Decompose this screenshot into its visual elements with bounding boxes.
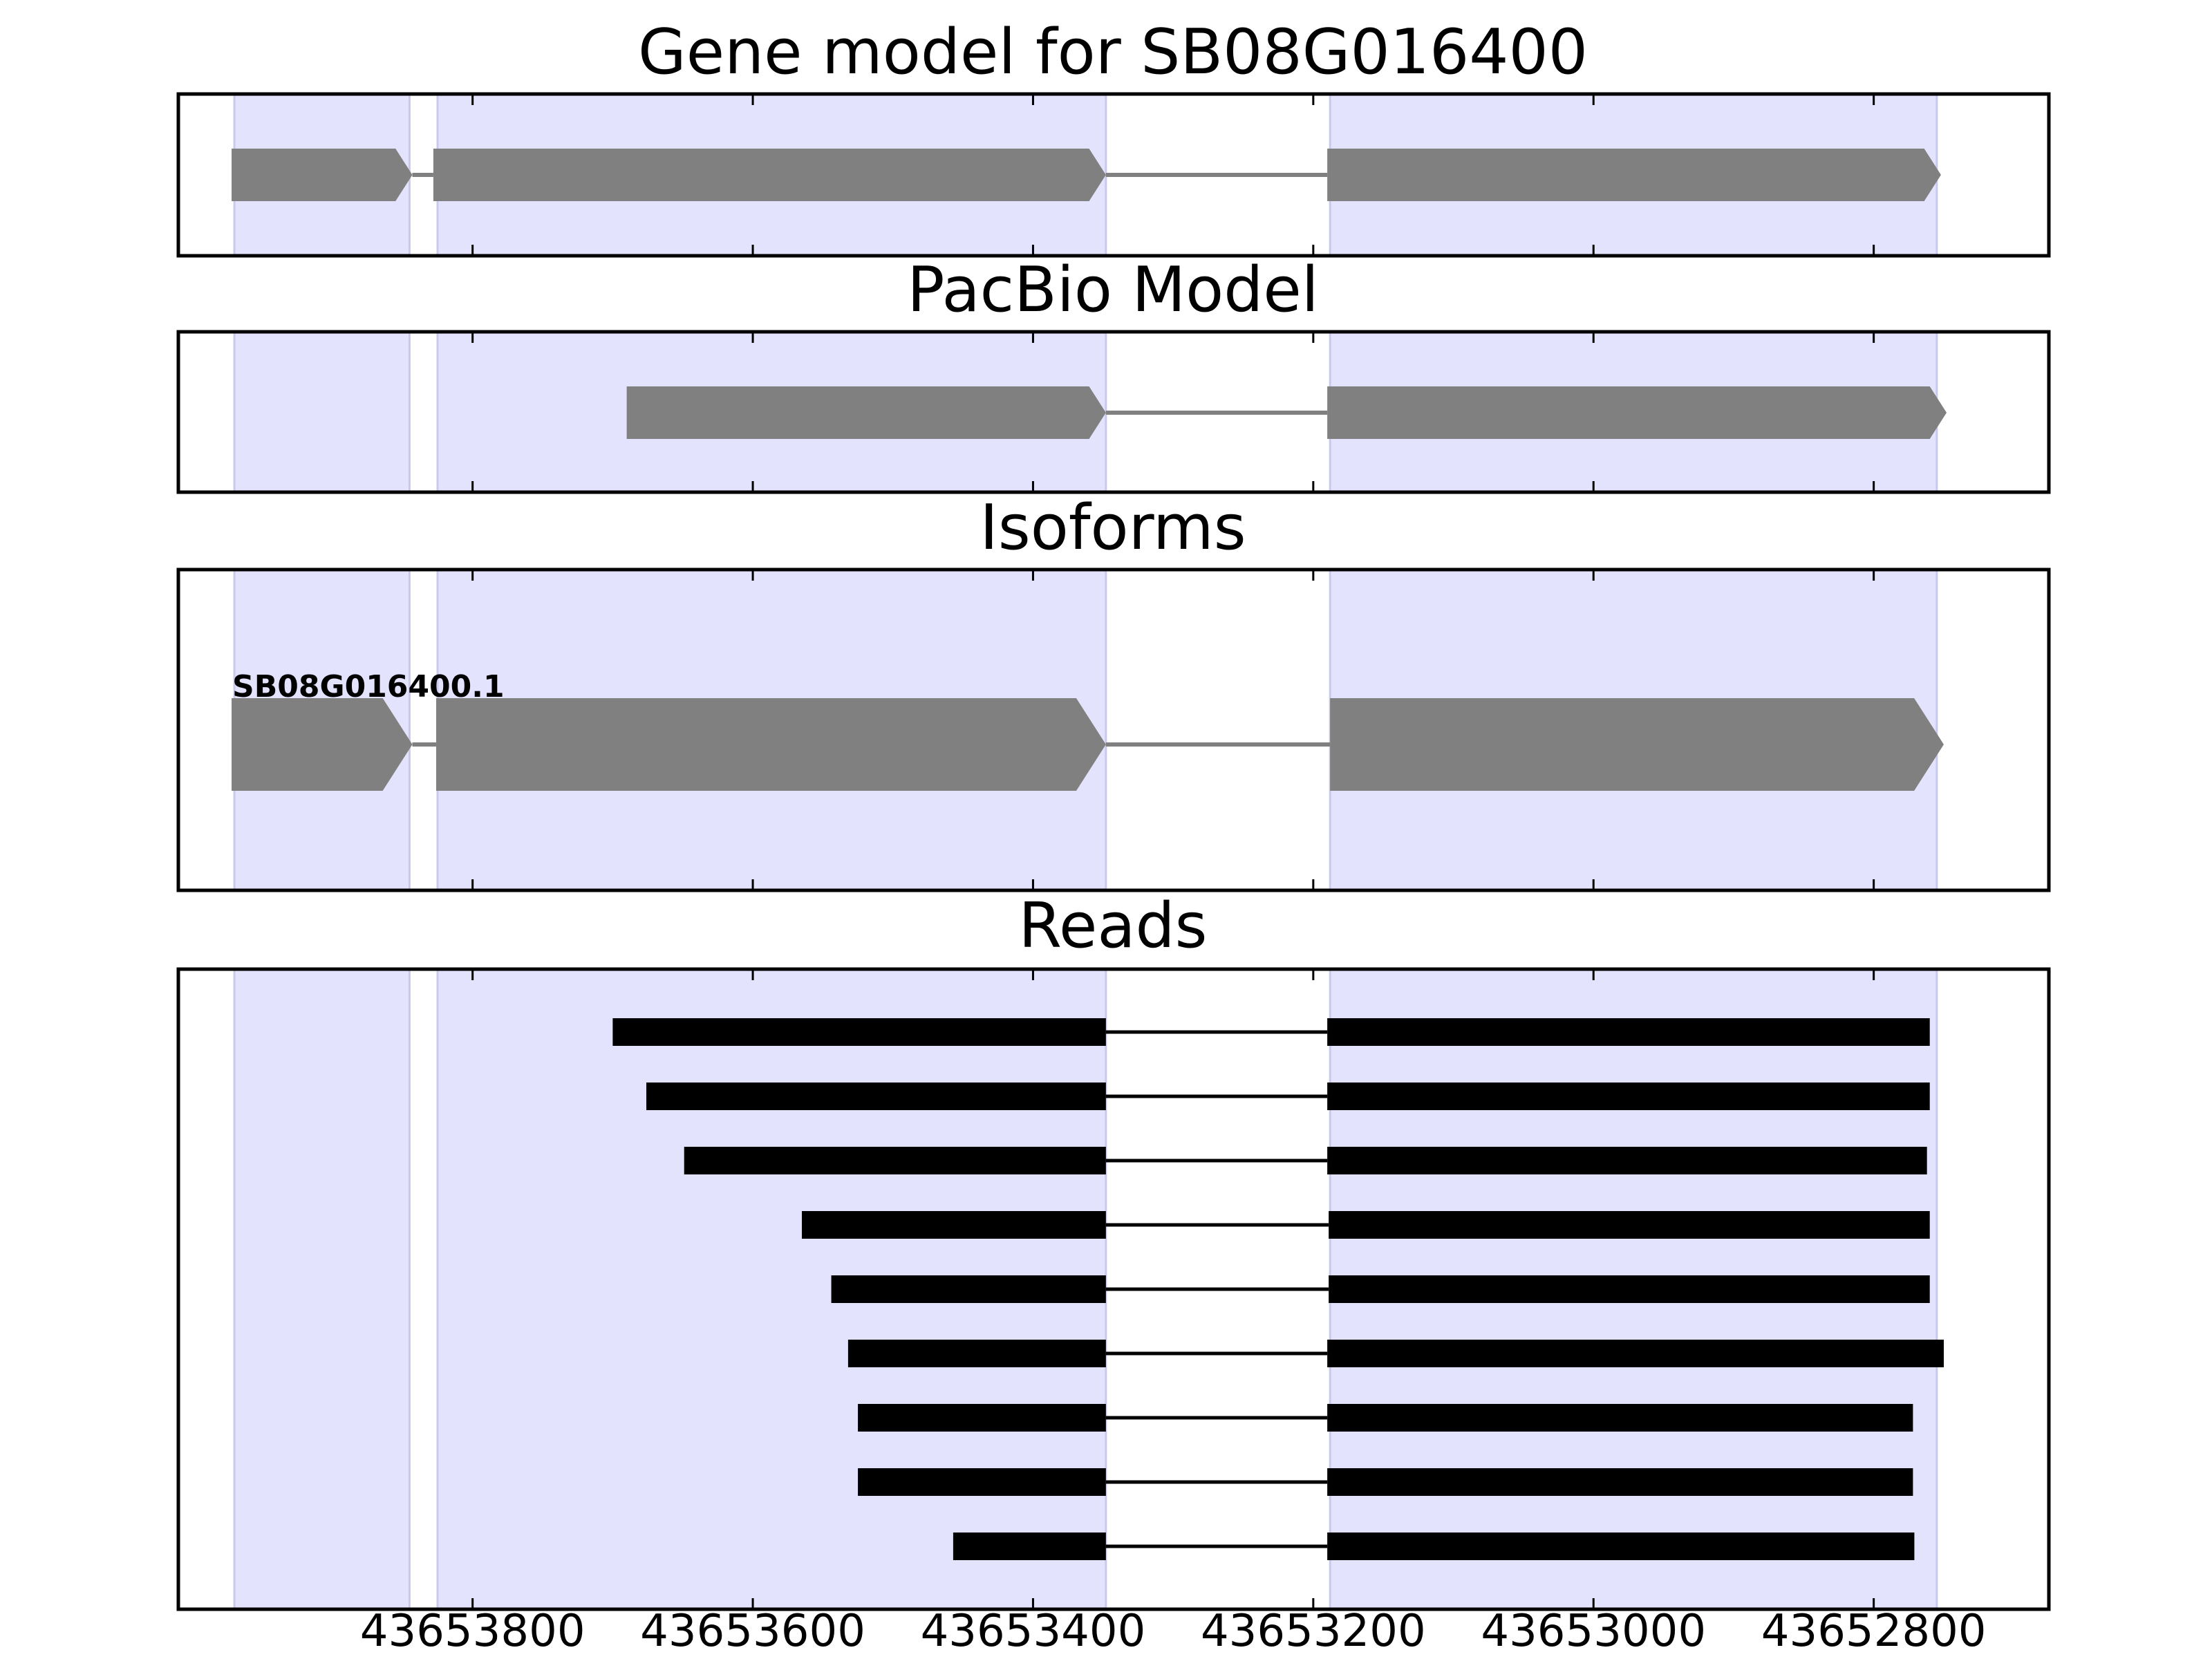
read-exon-0 — [802, 1211, 1106, 1239]
reads-title: Reads — [1018, 890, 1207, 962]
read-exon-0 — [684, 1147, 1106, 1174]
gene-model-track — [232, 149, 1941, 201]
isoforms-title: Isoforms — [980, 491, 1246, 564]
read-0 — [612, 1018, 1930, 1046]
x-tick-label-1: 43653600 — [640, 1606, 865, 1657]
isoforms-panel: Isoforms SB08G016400.1 — [176, 491, 2051, 892]
read-6 — [858, 1404, 1913, 1432]
read-exon-1 — [1327, 1147, 1927, 1174]
isoform-exon-2 — [1330, 698, 1944, 791]
gene-model-ticks — [471, 94, 1875, 256]
read-exon-1 — [1327, 1533, 1915, 1560]
read-exon-0 — [847, 1340, 1106, 1367]
reads-panel: Reads — [176, 890, 2051, 1611]
read-exon-1 — [1329, 1211, 1930, 1239]
pacbio-model-panel: PacBio Model — [176, 254, 2051, 494]
shaded-exon-region-0 — [233, 968, 411, 1611]
read-exon-0 — [612, 1018, 1106, 1046]
isoform-label: SB08G016400.1 — [232, 669, 505, 704]
pacbio-model-exon-0 — [626, 386, 1106, 439]
read-1 — [646, 1082, 1930, 1110]
gene-model-exon-0 — [232, 149, 413, 201]
reads-ticks — [471, 969, 1875, 1609]
reads-frame — [176, 967, 2051, 1611]
read-exon-0 — [953, 1533, 1106, 1560]
x-tick-label-5: 43652800 — [1761, 1606, 1987, 1657]
shaded-exon-region-0 — [233, 330, 411, 494]
x-tick-label-0: 43653800 — [360, 1606, 585, 1657]
read-3 — [802, 1211, 1930, 1239]
read-2 — [684, 1147, 1927, 1174]
isoform-exon-0 — [232, 698, 413, 791]
read-exon-1 — [1327, 1404, 1913, 1432]
x-tick-label-3: 43653200 — [1201, 1606, 1426, 1657]
read-exon-1 — [1327, 1018, 1930, 1046]
isoforms-track — [232, 698, 1944, 791]
isoforms-ticks — [471, 570, 1875, 890]
gene-model-title: Gene model for SB08G016400 — [638, 16, 1588, 88]
x-tick-label-2: 43653400 — [921, 1606, 1146, 1657]
read-exon-0 — [831, 1275, 1106, 1303]
reads-track — [612, 1018, 1944, 1560]
read-7 — [858, 1468, 1913, 1496]
isoforms-frame — [176, 568, 2051, 892]
read-8 — [953, 1533, 1915, 1560]
gene-model-panel: Gene model for SB08G016400 — [176, 16, 2051, 258]
gene-model-frame — [176, 92, 2051, 258]
gene-model-exon-1 — [433, 149, 1106, 201]
isoform-exon-1 — [435, 698, 1106, 791]
read-exon-1 — [1327, 1468, 1913, 1496]
read-exon-1 — [1327, 1082, 1930, 1110]
gene-model-exon-2 — [1327, 149, 1941, 201]
pacbio-model-title: PacBio Model — [907, 254, 1319, 326]
pacbio-model-exon-1 — [1327, 386, 1947, 439]
x-axis-tick-labels: 43653800 43653600 43653400 43653200 43653000… — [360, 1606, 1987, 1657]
pacbio-model-track — [626, 386, 1947, 439]
read-exon-1 — [1327, 1340, 1944, 1367]
read-exon-0 — [858, 1404, 1106, 1432]
x-tick-label-4: 43653000 — [1481, 1606, 1706, 1657]
read-5 — [847, 1340, 1944, 1367]
pacbio-model-frame — [176, 330, 2051, 494]
read-exon-0 — [646, 1082, 1106, 1110]
read-4 — [831, 1275, 1930, 1303]
pacbio-model-ticks — [471, 332, 1875, 492]
read-exon-0 — [858, 1468, 1106, 1496]
read-exon-1 — [1329, 1275, 1930, 1303]
